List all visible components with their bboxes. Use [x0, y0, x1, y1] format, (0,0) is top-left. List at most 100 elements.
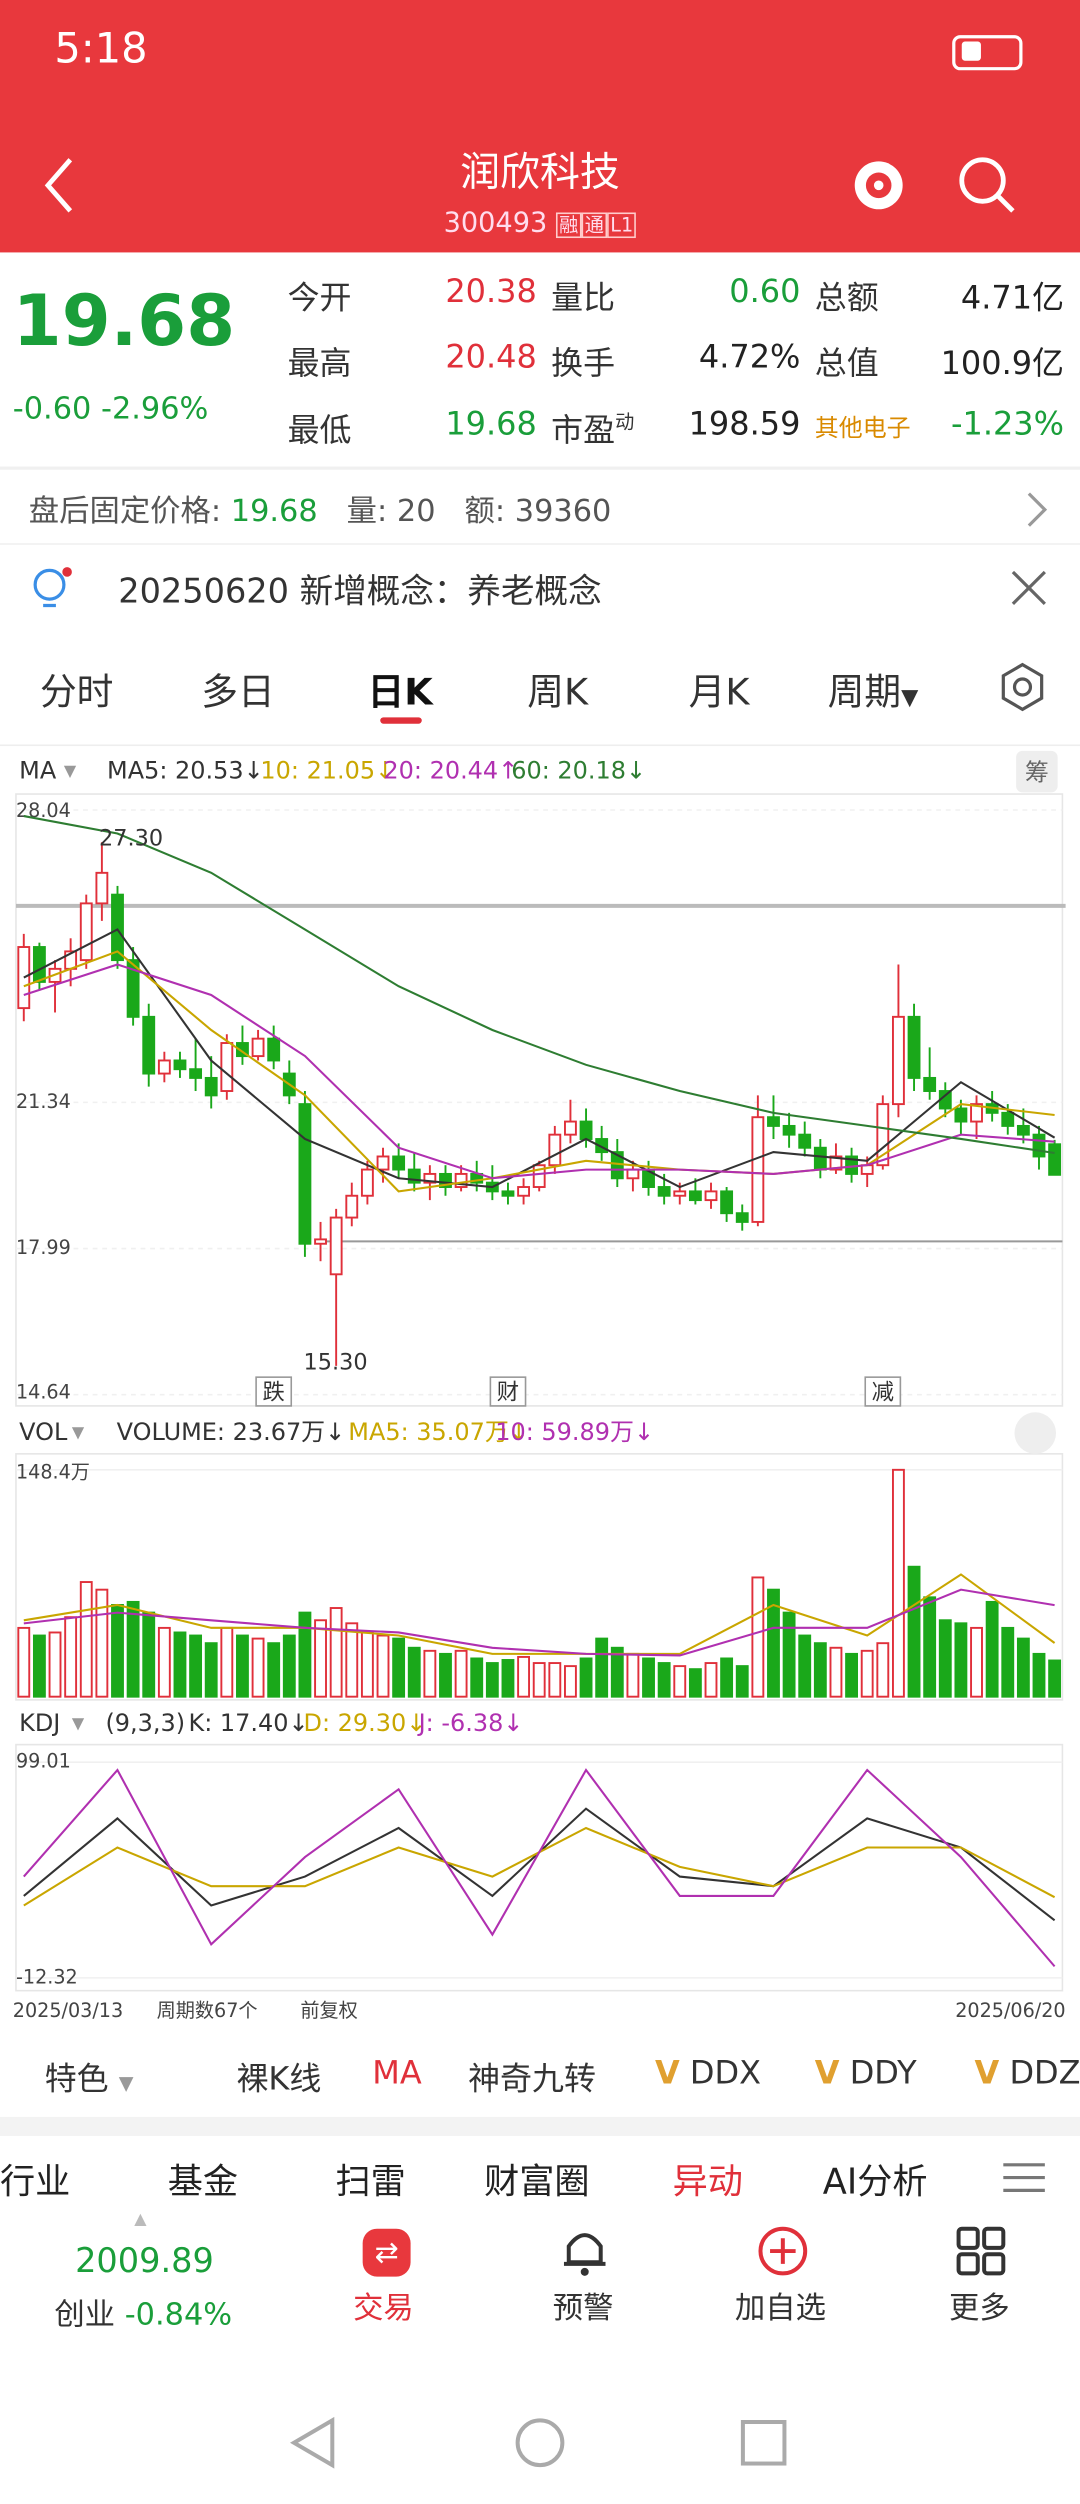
volume-bar: [298, 1611, 312, 1698]
volume-bar: [1048, 1659, 1062, 1698]
add-icon[interactable]: [756, 2224, 810, 2278]
volume-bar: [829, 1646, 843, 1698]
back-button[interactable]: [38, 153, 80, 217]
bottom-tab[interactable]: 基金: [167, 2163, 239, 2204]
y-tick-label: 21.34: [16, 1090, 71, 1113]
tab[interactable]: 周期▼: [827, 672, 919, 715]
field-value: 100.9亿: [940, 343, 1065, 382]
sector-value: -1.23%: [950, 404, 1065, 443]
chevron[interactable]: [1022, 489, 1051, 531]
notice[interactable]: 20250620 新增概念：养老概念: [118, 566, 601, 614]
more-icon[interactable]: [954, 2224, 1008, 2278]
volume-bar: [189, 1634, 203, 1698]
expand-icon: [1014, 1412, 1057, 1454]
settings-icon[interactable]: [997, 661, 1048, 712]
adjust: 前复权: [300, 1999, 357, 2022]
tab[interactable]: 分时: [39, 672, 114, 715]
indicator-name: VOL: [19, 1418, 68, 1446]
candle-body: [79, 902, 93, 962]
divider: [0, 466, 1080, 470]
stock-code: 300493: [443, 207, 548, 240]
indicator-item[interactable]: 神奇九转: [468, 2059, 596, 2098]
volume-bar: [32, 1634, 46, 1698]
volume-bar: [267, 1642, 281, 1698]
field-label-text: 市盈: [551, 410, 616, 449]
volume-bar: [798, 1634, 812, 1698]
candle-body: [970, 1103, 983, 1123]
field-label: 量比: [551, 277, 616, 317]
volume-bar: [314, 1619, 327, 1698]
search-icon[interactable]: [955, 153, 1019, 217]
indicator-item[interactable]: V DDY: [814, 2052, 917, 2092]
nav-back[interactable]: [290, 2416, 335, 2469]
bell-icon[interactable]: [559, 2224, 610, 2278]
candle-body: [1048, 1143, 1062, 1176]
bottom-tab[interactable]: 行业: [0, 2163, 71, 2204]
trade-icon[interactable]: ⇄: [359, 2225, 413, 2279]
tab[interactable]: 周K: [527, 672, 589, 715]
volume-bar: [204, 1642, 218, 1698]
kdj-line: [23, 1768, 1056, 1968]
candle-body: [173, 1059, 187, 1071]
ma-line: [23, 928, 1056, 1189]
candle-body: [95, 871, 109, 905]
low-label: 15.30: [304, 1349, 368, 1375]
nav-item[interactable]: 更多: [948, 2291, 1010, 2327]
candle-body: [314, 1238, 327, 1245]
volume-bar: [485, 1662, 499, 1698]
y-tick-label: 17.99: [16, 1236, 71, 1259]
tab-active[interactable]: 日K: [367, 672, 433, 715]
candle-body: [1016, 1124, 1030, 1136]
bottom-tab[interactable]: AI分析: [822, 2163, 928, 2204]
nav-item[interactable]: 预警: [552, 2291, 614, 2327]
indicator-item[interactable]: V DDZ: [974, 2052, 1080, 2092]
bottom-tab[interactable]: 异动: [672, 2163, 743, 2204]
candle-body: [767, 1116, 780, 1127]
nav-item[interactable]: 加自选: [734, 2291, 826, 2327]
candle-body: [204, 1076, 218, 1097]
volume-bar: [501, 1659, 515, 1698]
candle-body: [798, 1133, 812, 1149]
candle-body: [142, 1015, 156, 1075]
candle-body: [298, 1103, 312, 1245]
robot-icon[interactable]: [847, 150, 911, 214]
indicator-item[interactable]: 裸K线: [236, 2059, 322, 2098]
nav-item[interactable]: 交易: [353, 2291, 414, 2327]
volume-bar: [970, 1626, 983, 1698]
volume-bar: [1001, 1626, 1015, 1698]
candle-body: [548, 1133, 562, 1167]
candle-body: [1001, 1111, 1015, 1127]
close-icon[interactable]: [1010, 569, 1048, 607]
divider: [0, 744, 1080, 747]
indicator-item[interactable]: MA: [372, 2052, 422, 2092]
volume-bar: [142, 1611, 156, 1698]
volume-bar: [626, 1652, 640, 1698]
bottom-tab[interactable]: 扫雷: [335, 2163, 406, 2204]
candle-body: [595, 1138, 609, 1154]
candle-body: [704, 1190, 718, 1202]
svg-text:⇄: ⇄: [375, 2235, 399, 2269]
field-label: 最低: [287, 410, 352, 449]
y-tick-label: -12.32: [16, 1965, 78, 1988]
candle-body: [439, 1172, 452, 1188]
change: -0.60: [12, 391, 92, 427]
candle-body: [532, 1164, 546, 1188]
tab[interactable]: 多日: [201, 672, 275, 715]
indicator-text: 特色: [44, 2059, 109, 2098]
tabs-menu[interactable]: [1000, 2157, 1048, 2199]
index-value[interactable]: 2009.89: [75, 2241, 214, 2280]
candle-body: [220, 1042, 234, 1092]
nav-home[interactable]: [515, 2418, 565, 2468]
volume-bar: [439, 1652, 452, 1698]
indicator-item[interactable]: 特色 ▼: [44, 2059, 134, 2098]
vol-ma-line: [23, 1588, 1055, 1657]
field-label: 最高: [287, 343, 352, 382]
panel-frame: [15, 1743, 1064, 1992]
candle-body: [423, 1172, 437, 1184]
tab[interactable]: 月K: [688, 672, 750, 715]
nav-recent[interactable]: [740, 2420, 787, 2466]
stock-code-row: 300493 融通 L1: [0, 208, 1080, 240]
bottom-tab[interactable]: 财富圈: [484, 2163, 590, 2204]
indicator-item[interactable]: V DDX: [655, 2052, 762, 2092]
